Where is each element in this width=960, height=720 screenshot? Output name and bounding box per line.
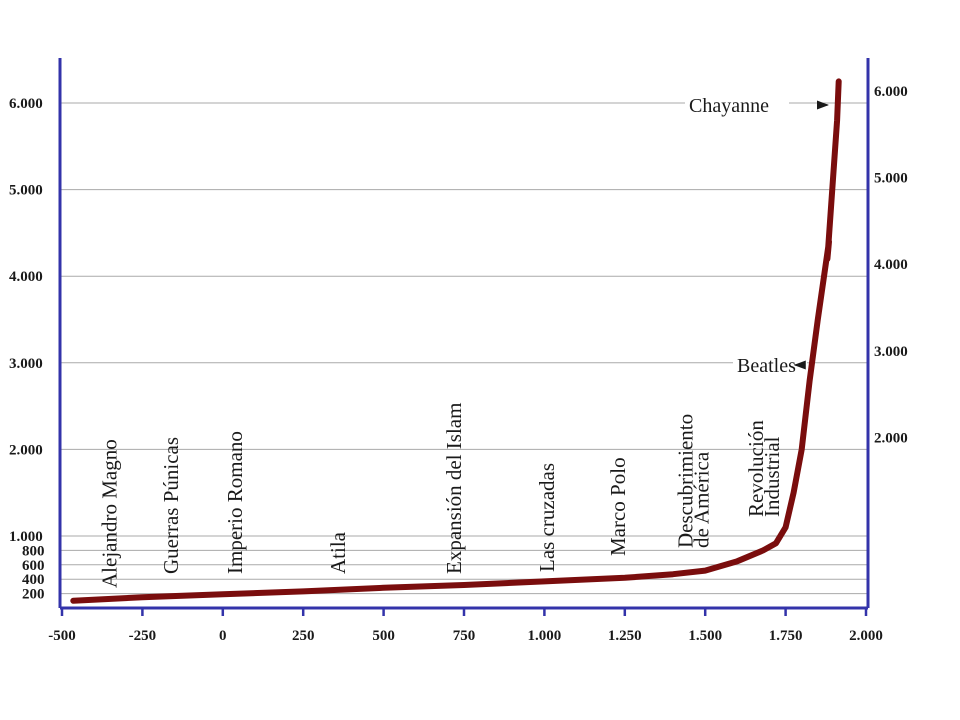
y-tick-label-right: 5.000 <box>874 171 908 187</box>
event-label: Revolución <box>744 420 768 517</box>
annotation-label: Chayanne <box>689 95 769 117</box>
event-label: Descubrimiento <box>673 414 697 548</box>
tick-labels: -500 -250 0 250 500 750 1.000 1.250 1.500 1.750 2.… <box>9 84 908 644</box>
y-tick-label-left: 1.000 <box>9 529 43 545</box>
y-tick-label-left: 3.000 <box>9 356 43 372</box>
y-tick-label-right: 6.000 <box>874 84 908 100</box>
event-label: Marco Polo <box>606 457 630 556</box>
x-tick-label: 500 <box>372 628 395 644</box>
population-line <box>70 78 842 604</box>
event-label: Industrial <box>760 436 784 517</box>
y-tick-label-right: 2.000 <box>874 430 908 446</box>
event-label: Atila <box>326 531 350 574</box>
axes-layer <box>58 58 870 616</box>
event-labels: Alejandro Magno Guerras Púnicas Imperio Ro… <box>98 403 784 588</box>
x-tick-label: 2.000 <box>849 628 883 644</box>
series-layer <box>70 78 842 604</box>
x-tick-label: 1.250 <box>608 628 642 644</box>
event-label: Alejandro Magno <box>98 439 122 588</box>
x-tick-label: 1.750 <box>769 628 803 644</box>
event-label: Las cruzadas <box>535 463 559 572</box>
annotations: Beatles Chayanne <box>685 92 829 378</box>
x-tick-label: -500 <box>48 628 76 644</box>
y-tick-label-left: 600 <box>22 558 45 574</box>
x-tick-label: 250 <box>292 628 315 644</box>
event-label: de América <box>689 451 713 548</box>
event-label: Expansión del Islam <box>442 403 466 574</box>
x-tick-label: 750 <box>453 628 476 644</box>
x-tick-label: 1.500 <box>688 628 722 644</box>
y-tick-label-left: 6.000 <box>9 96 43 112</box>
event-label: Imperio Romano <box>223 431 247 574</box>
y-tick-label-left: 200 <box>22 587 45 603</box>
y-tick-label-right: 4.000 <box>874 257 908 273</box>
y-tick-label-left: 800 <box>22 543 45 559</box>
y-tick-label-right: 3.000 <box>874 344 908 360</box>
x-tick-label: -250 <box>129 628 157 644</box>
annotation-bg <box>685 92 789 118</box>
y-tick-label-left: 2.000 <box>9 442 43 458</box>
y-tick-label-left: 4.000 <box>9 269 43 285</box>
event-label: Guerras Púnicas <box>159 437 183 574</box>
annotation-label: Beatles <box>737 355 796 377</box>
x-tick-label: 0 <box>219 628 227 644</box>
x-tick-label: 1.000 <box>528 628 562 644</box>
y-tick-label-left: 400 <box>22 572 45 588</box>
y-tick-label-left: 5.000 <box>9 183 43 199</box>
